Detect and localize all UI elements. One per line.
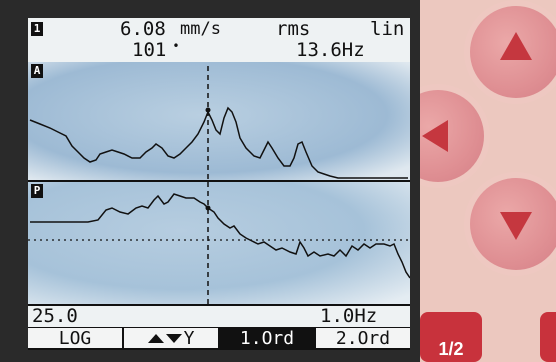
phase-plot: P (28, 182, 410, 304)
left-arrow-icon (422, 120, 448, 152)
value-unit: mm/s (180, 19, 221, 39)
softkey-order1[interactable]: 1.Ord (220, 328, 314, 349)
amplitude-plot: A (28, 62, 410, 180)
plot-divider (28, 180, 410, 182)
arrow-up-icon (147, 333, 164, 343)
arrow-down-icon (165, 333, 182, 343)
up-key[interactable] (470, 6, 556, 98)
down-key[interactable] (470, 178, 556, 270)
footer-divider (28, 304, 410, 306)
scale-mode: lin (370, 18, 405, 40)
softkey-order2[interactable]: 2.Ord (316, 328, 410, 349)
up-arrow-icon (500, 32, 532, 60)
amplitude-cursor-marker (205, 107, 211, 113)
keypad: 1/2 (420, 0, 556, 362)
down-arrow-icon (500, 212, 532, 240)
detector-mode: rms (276, 18, 311, 40)
softkey-y-label: Y (183, 327, 195, 349)
cursor-frequency: 13.6Hz (296, 39, 365, 61)
footer-left-value: 25.0 (32, 305, 78, 327)
amplitude-background (28, 62, 410, 180)
amplitude-trace (29, 106, 408, 179)
footer-right-value: 1.0Hz (320, 305, 378, 327)
channel-badge: 1 (31, 22, 43, 36)
left-key[interactable] (420, 90, 484, 182)
phase-trace (30, 193, 410, 279)
phase-cursor-marker (205, 205, 211, 211)
amplitude-badge: A (31, 64, 43, 78)
measured-value: 6.08 (120, 18, 166, 40)
keypad-right-key[interactable] (540, 312, 556, 362)
phase-background (28, 182, 410, 304)
half-key[interactable]: 1/2 (420, 312, 482, 362)
phase-plot-svg (28, 182, 410, 304)
amplitude-plot-svg (28, 62, 410, 180)
device-bezel: 1 6.08 mm/s rms lin 101 • 13.6Hz (0, 0, 420, 362)
phase-badge: P (31, 184, 43, 198)
softkey-y-scale[interactable]: Y (124, 327, 218, 349)
lcd-screen: 1 6.08 mm/s rms lin 101 • 13.6Hz (28, 18, 410, 350)
cursor-line-number: 101 • (132, 39, 180, 61)
softkey-log[interactable]: LOG (28, 328, 122, 349)
softkey-bar: LOG Y 1.Ord 2.Ord (28, 327, 410, 350)
